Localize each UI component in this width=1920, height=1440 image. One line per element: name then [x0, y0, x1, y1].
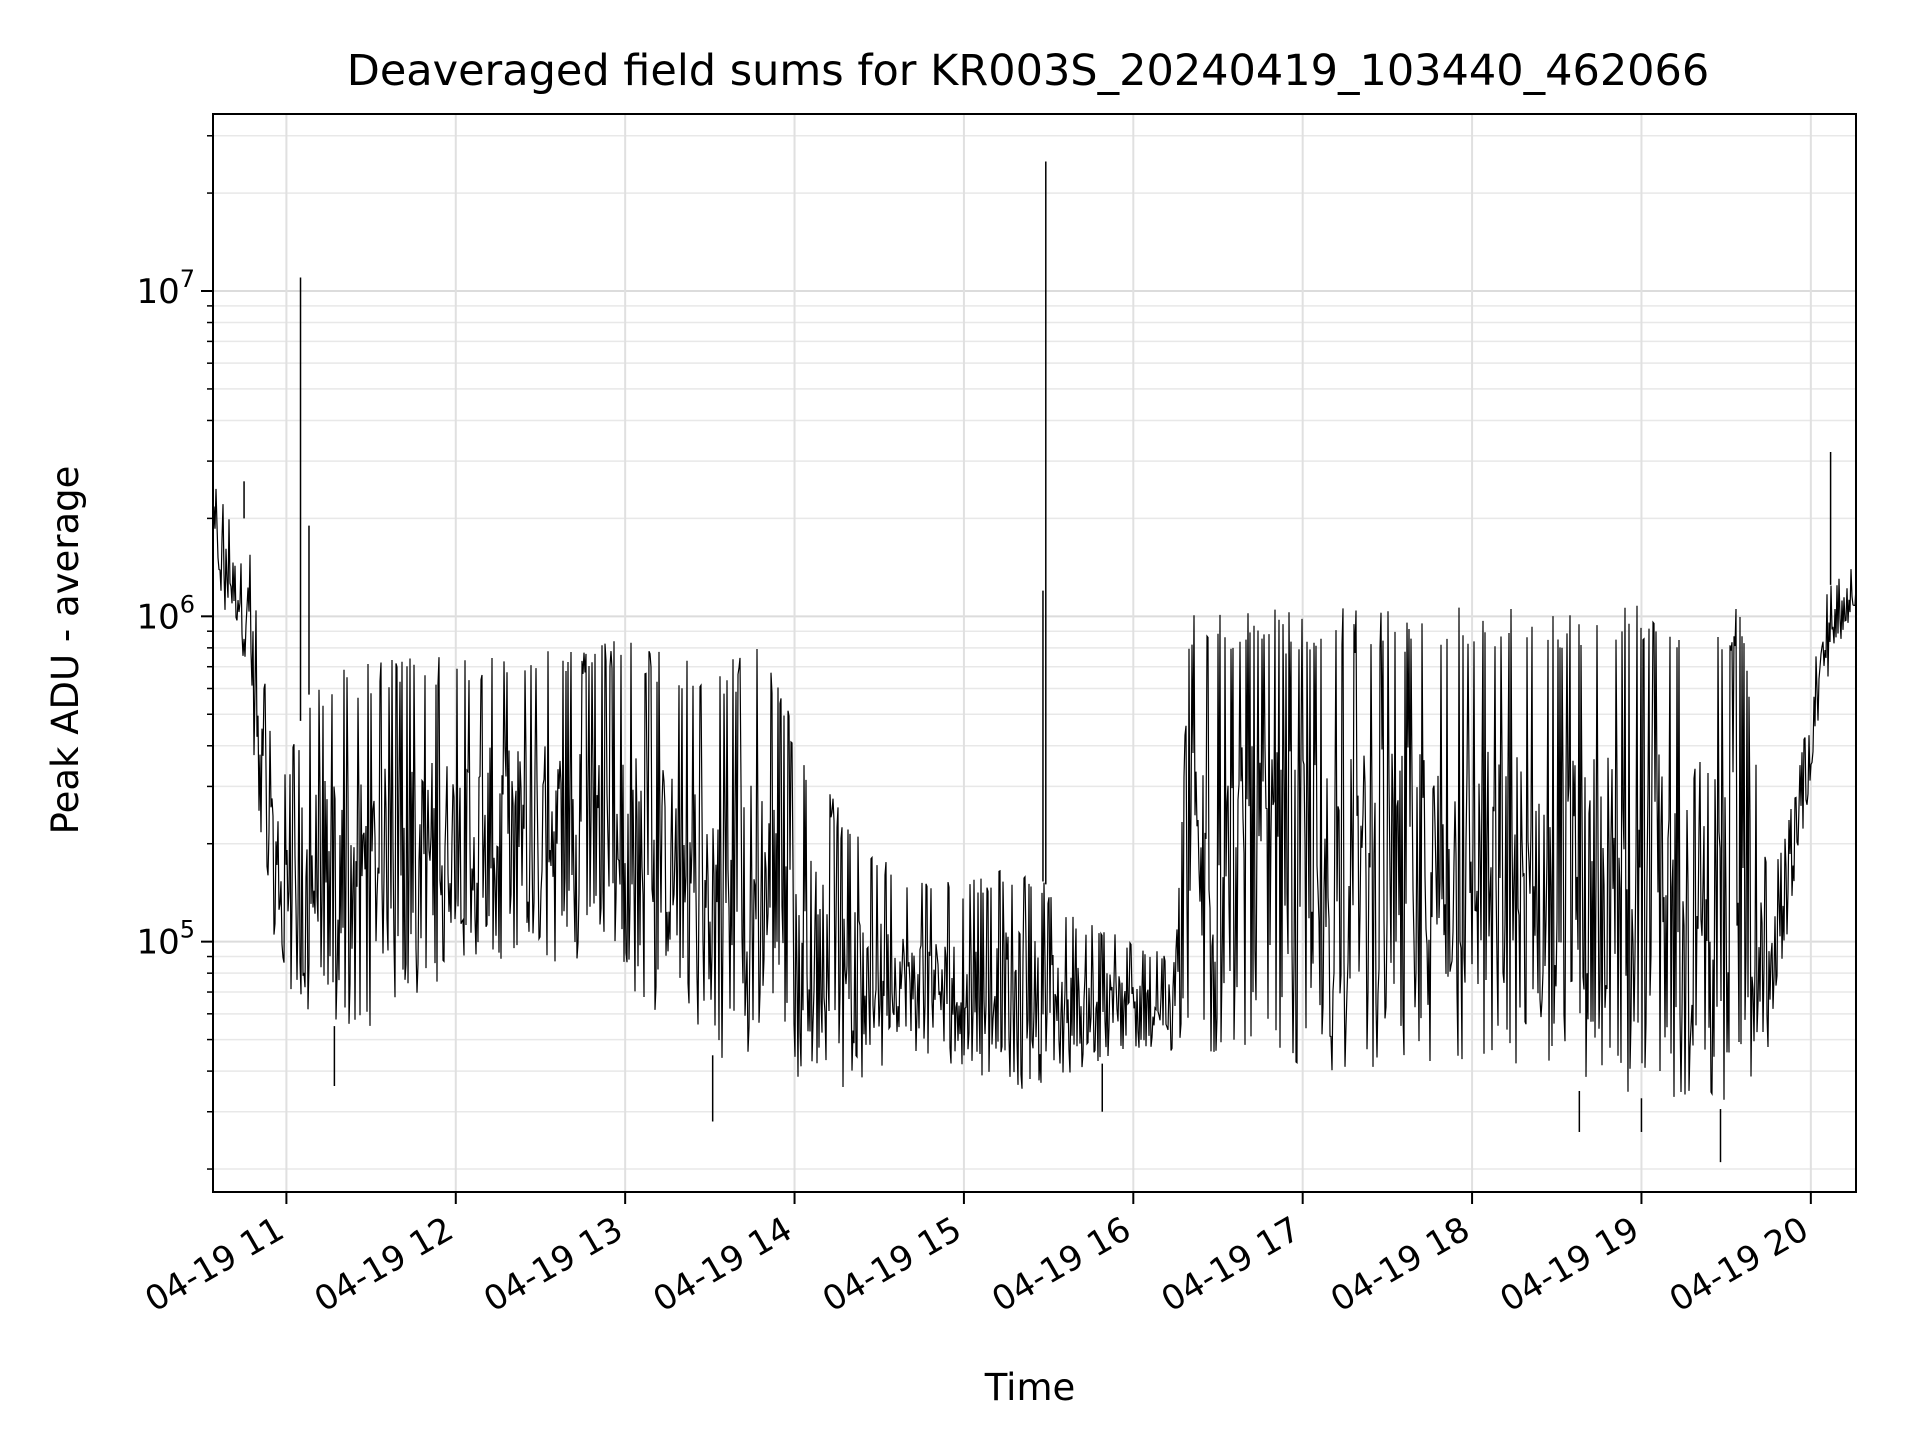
data-series: [212, 161, 1857, 1163]
y-axis-label: Peak ADU - average: [44, 466, 87, 835]
y-tick-label: 105: [136, 916, 195, 963]
chart-title: Deaveraged field sums for KR003S_2024041…: [347, 46, 1710, 96]
y-tick-label: 106: [136, 590, 195, 637]
series-line: [212, 488, 1857, 1100]
plot-frame: [212, 113, 1857, 1193]
y-tick-label: 107: [136, 265, 195, 312]
x-axis-label: Time: [984, 1366, 1076, 1409]
